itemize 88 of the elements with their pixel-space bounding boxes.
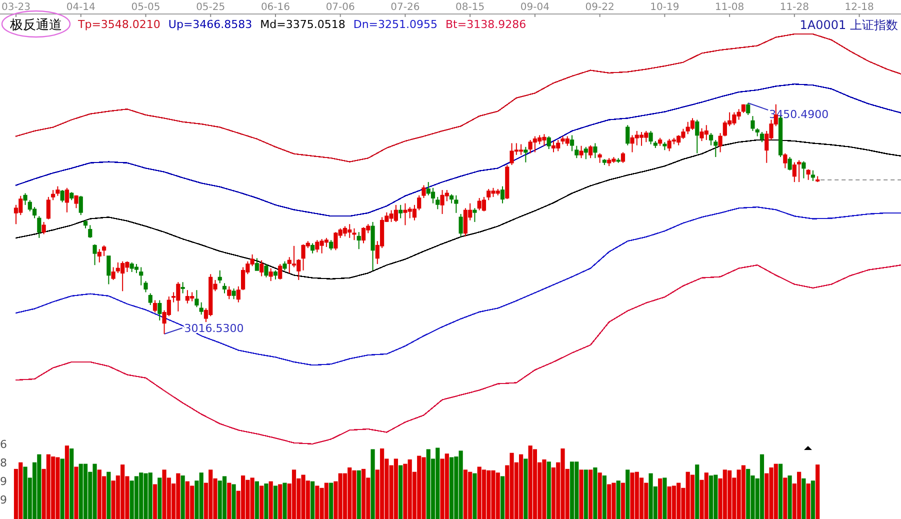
bar — [616, 480, 620, 519]
x-tick-label: 04-14 — [66, 2, 96, 13]
text: Md=3375.0518 — [260, 18, 346, 31]
x-tick-label: 07-26 — [390, 2, 420, 13]
bar — [532, 449, 538, 519]
bar — [278, 484, 282, 519]
bar — [450, 457, 454, 519]
text: 9 — [0, 475, 7, 488]
bar — [472, 473, 477, 519]
bar — [83, 464, 88, 519]
bar — [106, 472, 111, 519]
x-tick-label: 09-04 — [520, 2, 550, 13]
bar — [695, 464, 700, 519]
bar — [760, 454, 764, 519]
bar — [602, 475, 607, 519]
bar — [74, 466, 78, 519]
bar — [152, 484, 158, 519]
bar — [134, 476, 139, 519]
bar — [708, 475, 714, 519]
x-tick-label: 05-25 — [196, 2, 226, 13]
bar — [570, 462, 574, 519]
bar — [380, 448, 384, 519]
bar — [658, 478, 662, 519]
bar — [593, 467, 598, 519]
text: Tp=3548.0210 — [77, 18, 160, 31]
bar — [310, 481, 315, 519]
text: 6 — [0, 438, 7, 451]
chart-title: 极反通道 — [9, 18, 62, 33]
bar — [180, 475, 185, 519]
text: Dn=3251.0955 — [353, 18, 438, 31]
bar — [620, 482, 626, 519]
bar — [232, 484, 236, 519]
x-tick-label: 05-05 — [131, 2, 160, 13]
bar — [810, 480, 816, 519]
bar — [524, 458, 528, 519]
bar — [816, 464, 820, 519]
bar — [260, 486, 264, 519]
bar — [579, 470, 584, 519]
bar — [500, 476, 505, 519]
bar — [268, 481, 273, 519]
bar — [361, 468, 366, 519]
bar — [273, 486, 278, 519]
x-tick-label: 06-16 — [260, 2, 290, 13]
bar — [788, 475, 792, 519]
bar — [584, 470, 588, 519]
x-tick-label: 12-18 — [844, 2, 874, 13]
bar — [60, 458, 64, 519]
bar — [240, 475, 246, 519]
bar — [329, 482, 334, 519]
bar — [324, 482, 328, 519]
bar — [64, 446, 70, 519]
bar — [264, 484, 268, 519]
bar — [70, 448, 74, 519]
text: 9 — [0, 494, 7, 506]
chart-subtitle: 1A0001 上证指数 — [800, 18, 898, 32]
x-tick-label: 09-22 — [585, 2, 614, 13]
x-tick-label: 10-19 — [650, 2, 680, 13]
bar — [598, 472, 602, 519]
x-tick-label: 11-08 — [715, 2, 744, 13]
text: 8 — [0, 456, 7, 470]
bar — [222, 476, 227, 519]
text: Bt=3138.9286 — [446, 18, 526, 31]
bar — [690, 474, 695, 519]
bar — [370, 449, 375, 519]
bar — [282, 482, 287, 519]
bar — [292, 470, 296, 519]
bar — [806, 484, 810, 519]
x-tick-label: 11-28 — [780, 2, 809, 13]
bar — [626, 470, 630, 519]
x-tick-label: 03-23 — [1, 2, 31, 13]
x-tick-label: 07-06 — [326, 2, 355, 13]
bar — [254, 481, 259, 519]
bar — [778, 464, 783, 519]
bar — [741, 465, 746, 519]
bar — [546, 462, 551, 519]
text: Up=3466.8583 — [168, 18, 252, 31]
bar — [356, 470, 361, 519]
bar — [802, 478, 806, 519]
bar — [482, 470, 486, 519]
bar — [158, 478, 162, 519]
bar — [398, 465, 403, 519]
bar — [588, 470, 593, 519]
x-tick-label: 08-15 — [456, 2, 485, 13]
bar — [394, 458, 398, 519]
bar — [662, 478, 667, 519]
bar — [227, 482, 232, 519]
bar — [783, 478, 788, 519]
bar — [672, 486, 676, 519]
